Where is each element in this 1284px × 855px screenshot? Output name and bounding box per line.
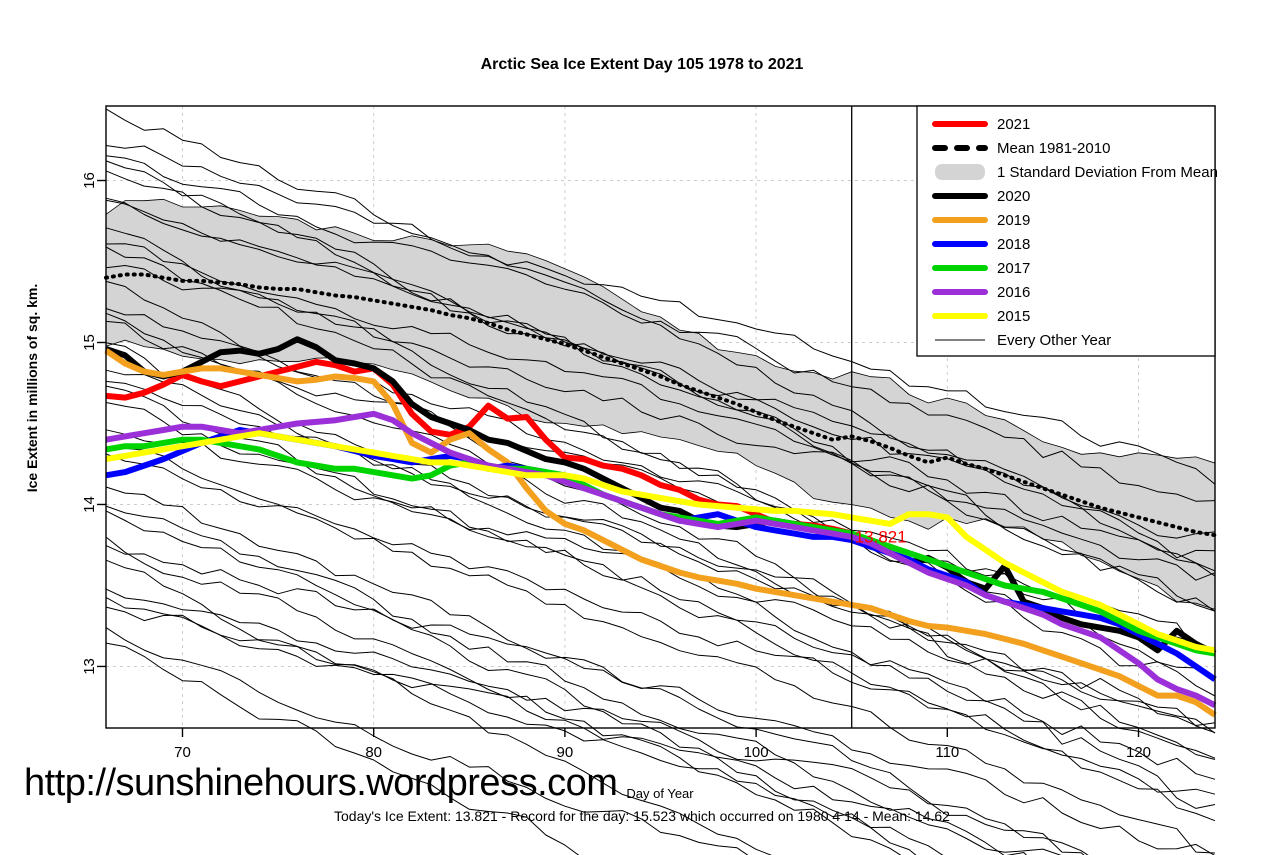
legend-label: 2015 [997,308,1030,325]
y-tick-label: 14 [81,496,98,513]
x-tick-label: 100 [744,744,769,761]
legend-label: 2021 [997,116,1030,133]
legend-label: Mean 1981-2010 [997,140,1110,157]
legend: 2021 Mean 1981-2010 1 Standard Deviation F… [916,105,1218,357]
legend-label: 2019 [997,212,1030,229]
year-series-lines [104,272,1217,718]
series-2019 [104,348,1217,718]
legend-label: 2017 [997,260,1030,277]
series-2016 [105,410,1217,708]
y-tick-label: 13 [81,658,98,675]
footer-caption: Today's Ice Extent: 13.821 - Record for … [334,808,950,824]
x-tick-label: 120 [1126,744,1151,761]
site-watermark: http://sunshinehours.wordpress.com [24,762,618,804]
axis-layer: 70 80 90 100 110 120 13 14 15 16 [81,105,1216,761]
y-tick-label: 15 [81,334,98,351]
today-extent-annotation: 13.821 [855,528,907,547]
series-2015 [105,430,1216,654]
x-axis-label: Day of Year [626,786,694,801]
x-tick-label: 80 [365,744,382,761]
legend-label: 2018 [997,236,1030,253]
page-title: Arctic Sea Ice Extent Day 105 1978 to 20… [480,56,804,73]
legend-label: 1 Standard Deviation From Mean [997,164,1218,181]
x-tick-label: 70 [174,744,191,761]
series-mean-1981-2010 [104,272,1217,538]
legend-label: Every Other Year [997,332,1111,349]
legend-swatch-band [935,164,985,180]
x-tick-label: 110 [935,744,959,761]
x-tick-label: 90 [557,744,574,761]
day-marker-line: 13.821 [851,106,907,728]
legend-label: 2016 [997,284,1030,301]
y-axis-label: Ice Extent in millions of sq. km. [24,283,40,493]
y-tick-label: 16 [81,172,98,189]
legend-label: 2020 [997,188,1030,205]
every-other-year-lines [105,108,1216,855]
